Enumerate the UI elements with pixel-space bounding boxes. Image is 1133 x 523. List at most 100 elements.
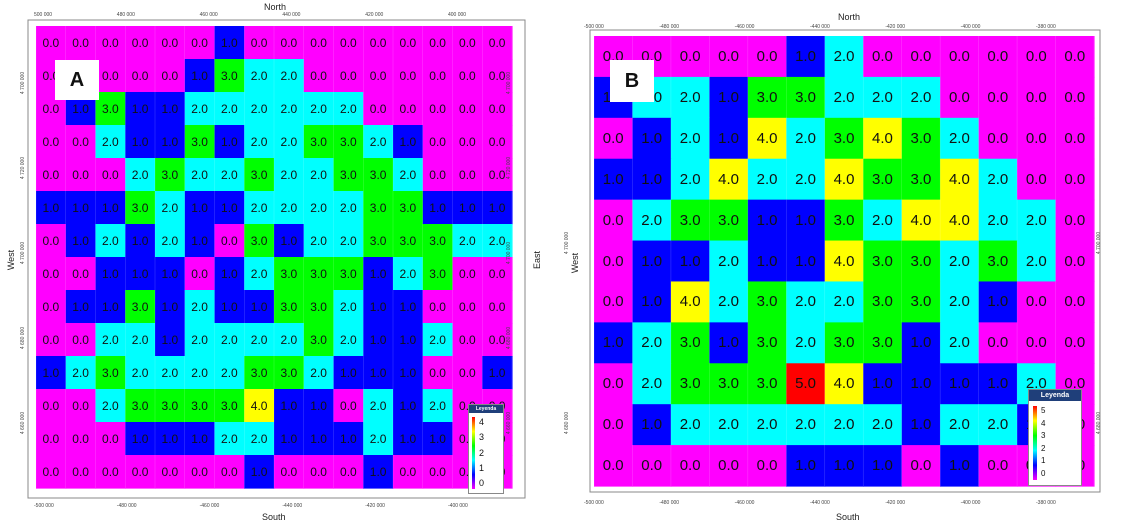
heat-cell xyxy=(363,191,394,225)
cell-value: 2.0 xyxy=(833,88,855,106)
cell-value: 0.0 xyxy=(102,68,119,83)
axis-tick-label: -500 000 xyxy=(584,24,604,30)
cell-value: 0.0 xyxy=(459,35,476,50)
cell-value: 2.0 xyxy=(221,431,238,446)
heat-cell xyxy=(393,191,424,225)
heat-cell xyxy=(363,125,394,159)
cell-value: 3.0 xyxy=(340,266,357,281)
cell-value: 3.0 xyxy=(756,334,778,352)
cell-value: 3.0 xyxy=(679,334,701,352)
heat-cell xyxy=(184,191,216,225)
heat-cell xyxy=(824,445,864,487)
cell-value: 1.0 xyxy=(161,266,179,281)
heat-cell xyxy=(244,59,275,93)
heat-cell xyxy=(125,389,156,423)
heat-cell xyxy=(1055,322,1095,364)
cell-value: 0.0 xyxy=(72,134,89,149)
cell-value: 1.0 xyxy=(987,375,1009,393)
legend-colorbar-b xyxy=(1033,406,1037,480)
heat-cell xyxy=(824,117,864,160)
cell-value: 1.0 xyxy=(131,266,149,281)
cell-value: 2.0 xyxy=(280,167,298,182)
cell-value: 0.0 xyxy=(429,167,446,182)
heat-cell xyxy=(670,158,710,201)
cell-value: 0.0 xyxy=(1064,211,1086,229)
heat-cell xyxy=(786,199,826,242)
heat-cell xyxy=(978,199,1018,242)
cell-value: 1.0 xyxy=(340,365,357,380)
heat-cell xyxy=(333,455,364,489)
heat-cell xyxy=(95,191,126,225)
heat-cell xyxy=(95,125,126,159)
heat-cell xyxy=(333,59,364,93)
heat-cell xyxy=(1017,240,1057,283)
cell-value: 2.0 xyxy=(340,233,357,248)
cell-value: 0.0 xyxy=(679,47,701,65)
cell-value: 0.0 xyxy=(459,167,476,182)
cell-value: 0.0 xyxy=(1064,170,1086,188)
cell-value: 1.0 xyxy=(399,299,417,314)
heat-cell xyxy=(632,158,672,201)
cell-value: 2.0 xyxy=(250,200,268,215)
cell-value: 1.0 xyxy=(987,293,1009,311)
heat-cell xyxy=(125,191,156,225)
heat-cell xyxy=(824,240,864,283)
cell-value: 2.0 xyxy=(1025,375,1047,393)
cell-value: 1.0 xyxy=(102,299,119,314)
heat-cell xyxy=(1055,199,1095,242)
cell-value: 2.0 xyxy=(191,167,208,182)
heat-cell xyxy=(863,445,903,487)
heat-cell xyxy=(184,224,216,258)
heat-cell xyxy=(482,26,513,60)
cell-value: 0.0 xyxy=(987,457,1009,475)
cell-value: 3.0 xyxy=(399,200,417,215)
heat-cell xyxy=(125,158,156,192)
heat-cell xyxy=(303,356,335,390)
cell-value: 1.0 xyxy=(369,266,387,281)
cell-value: 2.0 xyxy=(102,332,119,347)
panel-label-b: B xyxy=(610,60,654,102)
heat-cell xyxy=(709,445,749,487)
cell-value: 2.0 xyxy=(833,47,855,65)
cell-value: 2.0 xyxy=(250,266,268,281)
heat-cell xyxy=(244,356,275,390)
heat-cell xyxy=(940,363,980,405)
heat-cell xyxy=(184,389,216,423)
heat-cell xyxy=(901,363,941,405)
cell-value: 0.0 xyxy=(72,266,89,281)
heat-cell xyxy=(214,125,245,159)
heat-cell xyxy=(214,26,245,60)
cell-value: 1.0 xyxy=(718,129,740,147)
heat-cell xyxy=(214,323,245,357)
cell-value: 0.0 xyxy=(1064,375,1086,393)
legend-value: 3 xyxy=(1041,431,1046,441)
cell-value: 2.0 xyxy=(872,88,893,106)
heat-cell xyxy=(978,240,1018,283)
axis-tick-label: 4 680 000 xyxy=(564,411,571,435)
cell-value: 1.0 xyxy=(161,101,179,116)
cell-value: 0.0 xyxy=(369,68,387,83)
cell-value: 2.0 xyxy=(872,416,893,434)
heat-cell xyxy=(155,356,186,390)
heat-cell xyxy=(747,117,787,160)
cell-value: 2.0 xyxy=(641,375,663,393)
heat-cell xyxy=(482,224,513,258)
cell-value: 4.0 xyxy=(756,129,778,147)
cell-value: 1.0 xyxy=(399,431,417,446)
heat-cell xyxy=(65,290,97,324)
cell-value: 0.0 xyxy=(429,365,446,380)
heat-cell xyxy=(155,125,186,159)
heat-cell xyxy=(786,36,826,78)
cell-value: 3.0 xyxy=(429,233,446,248)
cell-value: 3.0 xyxy=(161,398,179,413)
heat-cell xyxy=(363,26,394,60)
heat-cell xyxy=(333,224,364,258)
cell-value: 2.0 xyxy=(310,101,327,116)
cell-value: 0.0 xyxy=(756,47,778,65)
axis-tick-label: -500 000 xyxy=(34,503,54,509)
heat-cell xyxy=(978,322,1018,364)
heat-cell xyxy=(901,158,941,201)
cell-value: 3.0 xyxy=(872,170,893,188)
heat-cell xyxy=(125,356,156,390)
cell-value: 1.0 xyxy=(369,464,387,479)
